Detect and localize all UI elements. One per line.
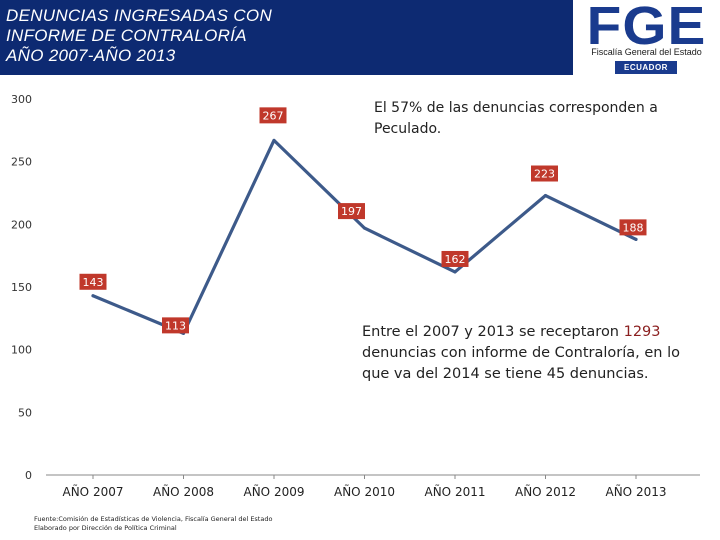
note-total-highlight: 1293 bbox=[623, 324, 661, 340]
data-label: 143 bbox=[79, 273, 107, 290]
note-total-pre: Entre el 2007 y 2013 se receptaron bbox=[362, 324, 624, 340]
y-tick-label: 250 bbox=[11, 156, 32, 169]
note-total-post: denuncias con informe de Contraloría, en… bbox=[362, 345, 681, 382]
x-tick-label: AÑO 2008 bbox=[153, 484, 214, 499]
data-label-box bbox=[259, 107, 287, 124]
x-tick-label: AÑO 2012 bbox=[515, 484, 576, 499]
x-tick-label: AÑO 2013 bbox=[606, 484, 667, 499]
data-point bbox=[272, 138, 276, 142]
y-tick-label: 150 bbox=[11, 281, 32, 294]
logo-subtitle: Fiscalía General del Estado bbox=[591, 47, 702, 57]
source-line-1: Fuente:Comisión de Estadísticas de Viole… bbox=[34, 515, 273, 523]
data-label-text: 223 bbox=[534, 168, 555, 181]
y-tick-label: 0 bbox=[25, 469, 32, 482]
data-label-box bbox=[162, 317, 189, 334]
data-label: 162 bbox=[441, 250, 469, 267]
x-tick-label: AÑO 2007 bbox=[63, 484, 124, 499]
note-total: Entre el 2007 y 2013 se receptaron 1293 … bbox=[362, 322, 682, 385]
chart-axes: 0 50 100 150 200 250 300 AÑO 2007 AÑO 2008 AÑO 20… bbox=[11, 93, 700, 499]
data-point bbox=[363, 226, 366, 230]
data-label-box bbox=[338, 203, 365, 220]
x-tick-label: AÑO 2011 bbox=[425, 484, 486, 499]
data-label-text: 188 bbox=[623, 221, 644, 234]
data-label-text: 267 bbox=[263, 109, 284, 122]
data-label-box bbox=[531, 165, 558, 182]
data-point bbox=[544, 194, 547, 198]
data-label: 188 bbox=[619, 219, 647, 236]
data-label-box bbox=[441, 250, 469, 267]
x-tick-label: AÑO 2010 bbox=[334, 484, 395, 499]
chart-data-labels: 143 113 267 197 162 223 188 bbox=[79, 107, 647, 334]
data-label-box bbox=[619, 219, 647, 236]
y-tick-label: 100 bbox=[11, 344, 32, 357]
data-label: 223 bbox=[531, 165, 558, 182]
data-label: 267 bbox=[259, 107, 287, 124]
data-point bbox=[634, 237, 638, 241]
source-note: Fuente:Comisión de Estadísticas de Viole… bbox=[34, 515, 272, 533]
fge-logo: FGE Fiscalía General del Estado ECUADOR bbox=[573, 0, 720, 75]
title-line-2: INFORME DE CONTRALORÍA bbox=[6, 26, 247, 45]
data-label-text: 143 bbox=[83, 276, 104, 289]
data-label: 197 bbox=[338, 203, 365, 220]
source-line-2: Elaborado por Dirección de Política Crim… bbox=[34, 524, 177, 532]
title-line-3: AÑO 2007-AÑO 2013 bbox=[6, 46, 176, 65]
x-tick-label: AÑO 2009 bbox=[244, 484, 305, 499]
logo-country: ECUADOR bbox=[615, 61, 677, 74]
data-label-text: 113 bbox=[165, 319, 186, 332]
data-label-text: 162 bbox=[445, 253, 466, 266]
y-tick-label: 50 bbox=[18, 406, 32, 419]
data-point bbox=[91, 294, 95, 298]
data-label-text: 197 bbox=[341, 205, 362, 218]
note-peculado: El 57% de las denuncias corresponden a P… bbox=[374, 100, 658, 137]
y-tick-label: 200 bbox=[11, 218, 32, 231]
title-line-1: DENUNCIAS INGRESADAS CON bbox=[6, 6, 273, 25]
page-title: DENUNCIAS INGRESADAS CON INFORME DE CONT… bbox=[6, 6, 272, 66]
data-label-box bbox=[79, 273, 107, 290]
y-tick-label: 300 bbox=[11, 93, 32, 106]
data-label: 113 bbox=[162, 317, 189, 334]
header-banner: DENUNCIAS INGRESADAS CON INFORME DE CONT… bbox=[0, 0, 720, 75]
data-point bbox=[453, 270, 457, 274]
logo-text: FGE bbox=[586, 0, 707, 56]
